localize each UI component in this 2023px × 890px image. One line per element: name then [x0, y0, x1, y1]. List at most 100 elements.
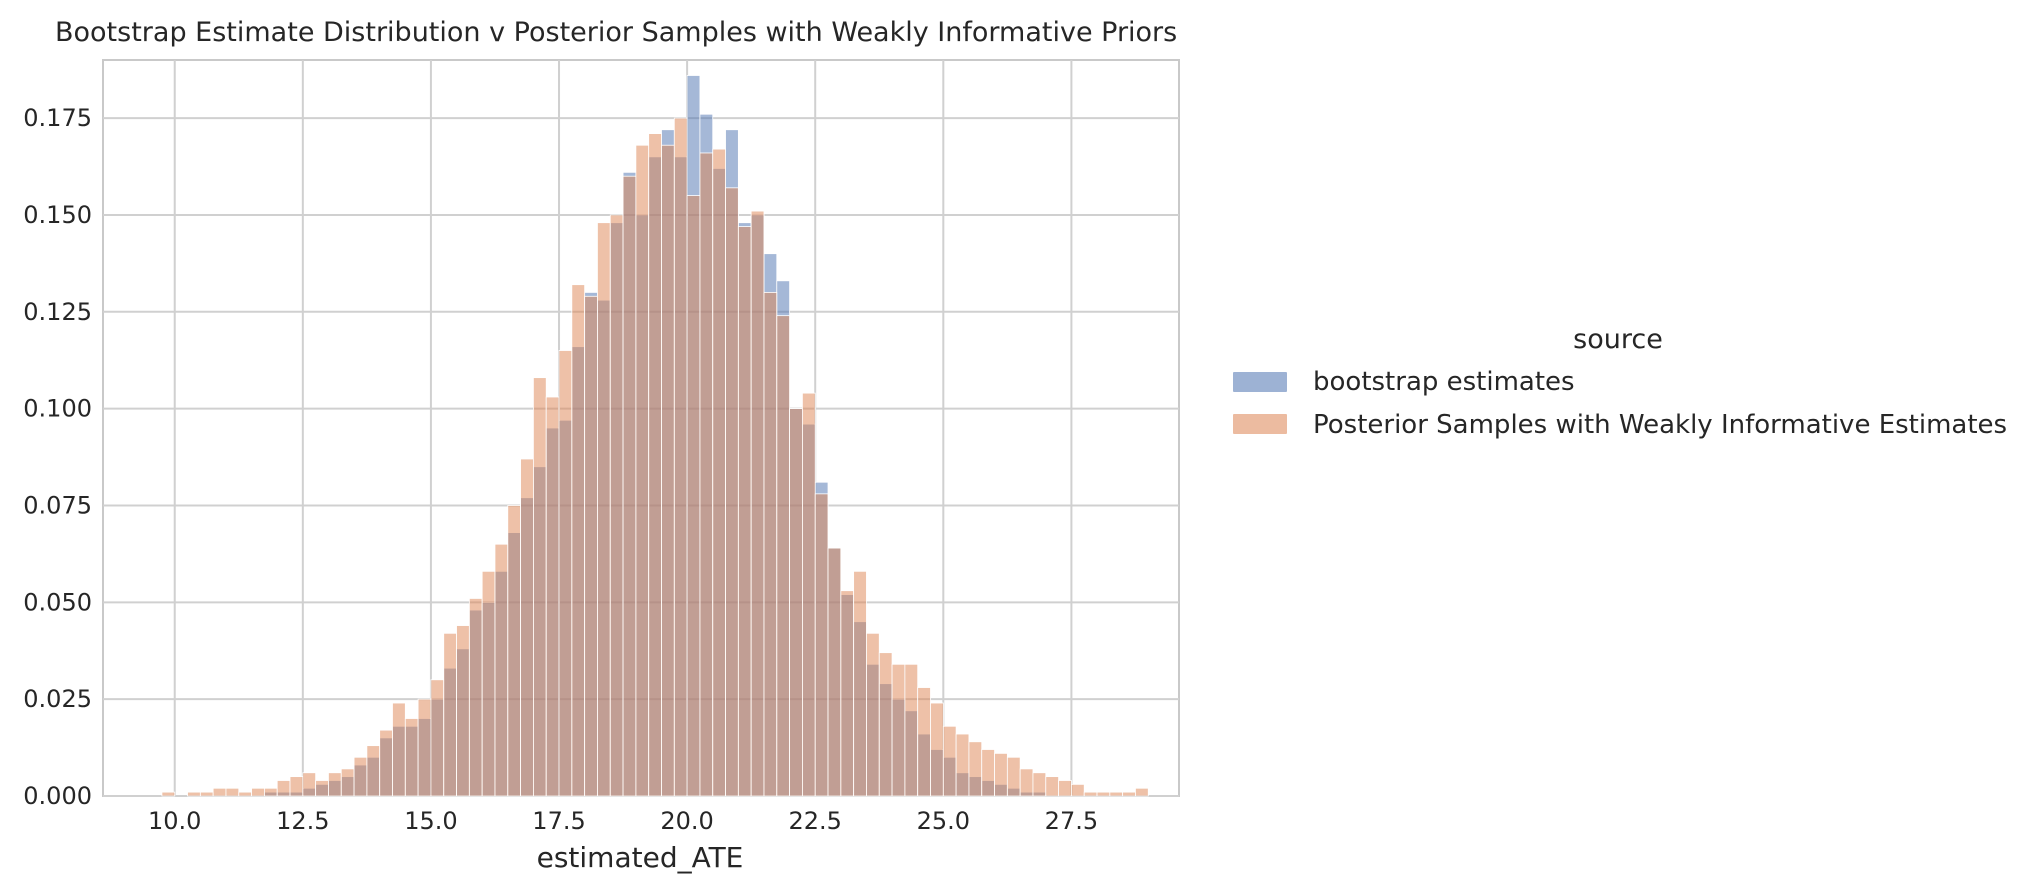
histogram-bar [673, 117, 688, 797]
histogram-bar [942, 725, 957, 797]
histogram-bar [1019, 768, 1034, 797]
histogram-bar [571, 284, 586, 797]
legend-swatch-posterior-samples [1233, 414, 1287, 434]
histogram-bar [878, 652, 893, 797]
histogram-bar [212, 787, 227, 797]
y-tick-label: 0.075 [23, 491, 92, 519]
histogram-bar [609, 214, 624, 797]
histogram-bar [750, 210, 765, 797]
histogram-bar [1045, 776, 1059, 797]
x-axis-ticks: 10.0 12.5 15.0 17.5 20.0 22.5 25.0 27.5 [148, 807, 1098, 835]
x-tick-label: 10.0 [148, 807, 201, 835]
histogram-bar [430, 679, 445, 797]
histogram-bar [994, 752, 1008, 797]
legend: source bootstrap estimates Posterior Sam… [1233, 324, 2007, 440]
histogram-bar [238, 791, 252, 797]
histogram-bar [917, 687, 931, 797]
histogram-bar [302, 772, 317, 797]
histogram-bars [161, 75, 1149, 797]
histogram-bar [392, 702, 406, 797]
histogram-bar [481, 570, 496, 797]
histogram-bar [776, 315, 790, 797]
histogram-bar [263, 787, 278, 797]
histogram-bar [814, 493, 829, 797]
histogram-bar [315, 780, 329, 797]
histogram-bar [417, 698, 432, 797]
y-tick-label: 0.150 [23, 201, 92, 229]
histogram-bar [1135, 787, 1149, 797]
histogram-bar [840, 590, 855, 797]
histogram-bar [1122, 791, 1136, 797]
histogram-bar [853, 570, 867, 797]
y-tick-label: 0.125 [23, 298, 92, 326]
histogram-bar [622, 175, 637, 797]
histogram-bar [763, 292, 778, 797]
histogram-bar [930, 702, 944, 797]
histogram-bar [725, 187, 739, 797]
histogram-bar [904, 663, 919, 797]
y-axis-ticks: 0.000 0.025 0.050 0.075 0.100 0.125 0.150 0.175 [23, 104, 92, 810]
histogram-bar [366, 745, 381, 797]
histogram-bar [686, 195, 701, 797]
histogram-bar [661, 144, 675, 797]
histogram-bar [187, 791, 201, 797]
histogram-bar [276, 780, 291, 797]
histogram-bar [353, 756, 368, 797]
histogram-bar [1058, 780, 1072, 797]
y-tick-label: 0.100 [23, 395, 92, 423]
x-tick-label: 15.0 [404, 807, 457, 835]
histogram-bar [1032, 772, 1047, 797]
histogram-bar [225, 787, 240, 797]
histogram-bar [468, 598, 483, 797]
histogram-bar [520, 458, 534, 797]
histogram-bar [456, 625, 470, 797]
histogram-bar [1083, 791, 1098, 797]
histogram-bar [981, 749, 995, 797]
x-tick-label: 25.0 [917, 807, 970, 835]
legend-title: source [1573, 324, 1663, 355]
histogram-bar [340, 768, 355, 797]
histogram-bar [827, 547, 842, 797]
histogram-bar [1006, 756, 1021, 797]
histogram-bar [584, 295, 598, 797]
histogram-bar [199, 791, 214, 797]
histogram-bar [404, 718, 419, 797]
histogram-bar [648, 133, 662, 797]
histogram-bar [891, 663, 906, 797]
series-1-bars [161, 117, 1149, 797]
histogram-bar [699, 152, 714, 797]
x-tick-label: 27.5 [1045, 807, 1098, 835]
x-tick-label: 17.5 [532, 807, 585, 835]
histogram-bar [635, 144, 650, 797]
histogram-bar [737, 226, 752, 797]
histogram-bar [379, 729, 393, 797]
legend-label-posterior-samples: Posterior Samples with Weakly Informativ… [1313, 410, 2007, 440]
histogram-bar [494, 543, 509, 797]
histogram-bar [443, 632, 457, 797]
histogram-bar [712, 148, 726, 797]
histogram-bar [955, 733, 970, 797]
histogram-bar [789, 408, 803, 797]
histogram-bar [161, 791, 176, 797]
histogram-bar [1071, 783, 1085, 797]
histogram-bar [328, 772, 342, 797]
y-tick-label: 0.000 [23, 782, 92, 810]
legend-label-bootstrap-estimates: bootstrap estimates [1313, 367, 1575, 397]
histogram-bar [545, 396, 560, 797]
x-axis-label: estimated_ATE [537, 841, 744, 874]
legend-swatch-bootstrap-estimates [1233, 372, 1287, 392]
histogram-bar [558, 350, 573, 797]
histogram-bar [1109, 791, 1124, 797]
histogram-bar [802, 392, 816, 797]
y-tick-label: 0.050 [23, 588, 92, 616]
x-tick-label: 20.0 [660, 807, 713, 835]
histogram-bar [597, 222, 611, 797]
y-tick-label: 0.025 [23, 685, 92, 713]
histogram-bar [251, 787, 265, 797]
histogram-bar [968, 741, 983, 797]
y-tick-label: 0.175 [23, 104, 92, 132]
histogram-bar [289, 776, 304, 797]
x-tick-label: 22.5 [788, 807, 841, 835]
x-tick-label: 12.5 [276, 807, 329, 835]
